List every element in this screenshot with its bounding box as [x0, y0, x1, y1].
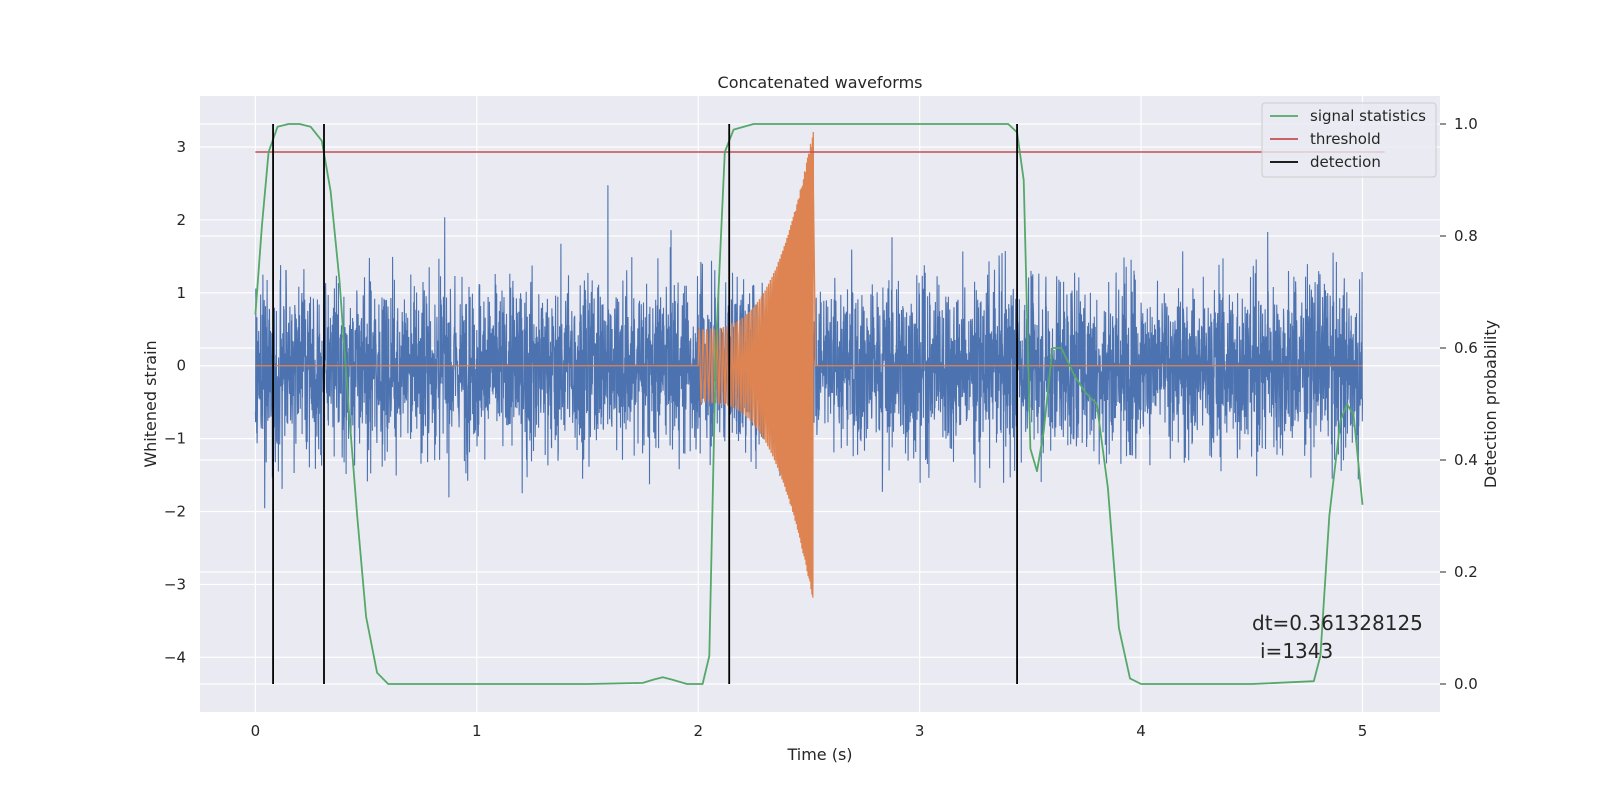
legend-box	[1261, 102, 1437, 178]
y-tick-label: −1	[164, 430, 186, 448]
y-axis-label: Whitened strain	[141, 340, 160, 467]
x-tick-label: 1	[472, 722, 482, 740]
legend: signal statistics threshold detection	[1261, 102, 1437, 178]
y2-tick-label: 0.0	[1454, 675, 1478, 693]
signal-statistics-series	[254, 123, 1364, 685]
x-tick-label: 0	[251, 722, 261, 740]
annotation-dt: dt=0.361328125	[1252, 611, 1423, 635]
y-tick-label: −3	[164, 575, 186, 593]
y2-tick-label: 0.4	[1454, 451, 1478, 469]
y-tick-label: 3	[176, 138, 186, 156]
y-tick-label: −2	[164, 503, 186, 521]
x-tick-label: 3	[915, 722, 925, 740]
legend-label-detection: detection	[1310, 153, 1381, 171]
ticks-layer: 0 1 2 3 4 5 −4 −3 −2 −1 0 1 2 3 0.0 0.2 0.4 0.6 0.8 1.0	[164, 115, 1478, 740]
y-tick-label: −4	[164, 648, 186, 666]
y-tick-label: 2	[176, 211, 186, 229]
legend-label-threshold: threshold	[1310, 130, 1381, 148]
x-tick-label: 5	[1358, 722, 1368, 740]
y-tick-label: 0	[176, 357, 186, 375]
y2-tick-label: 0.8	[1454, 227, 1478, 245]
x-axis-label: Time (s)	[786, 745, 852, 764]
series-layer	[254, 123, 1385, 685]
annotation-index: i=1343	[1260, 639, 1333, 663]
y2-tick-label: 0.6	[1454, 339, 1478, 357]
legend-label-signal-statistics: signal statistics	[1310, 107, 1426, 125]
x-tick-label: 2	[693, 722, 703, 740]
y2-axis-label: Detection probability	[1481, 320, 1500, 488]
y2-tick-label: 1.0	[1454, 115, 1478, 133]
y-tick-label: 1	[176, 284, 186, 302]
y2-tick-label: 0.2	[1454, 563, 1478, 581]
x-tick-label: 4	[1136, 722, 1146, 740]
chart-title: Concatenated waveforms	[718, 73, 923, 92]
